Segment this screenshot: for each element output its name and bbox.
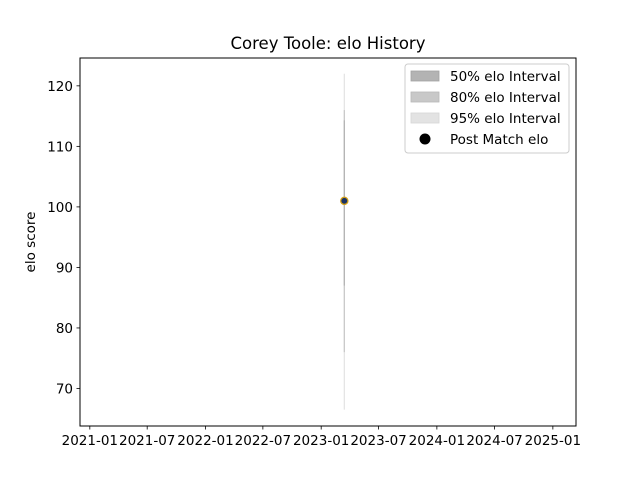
legend: 50% elo Interval 80% elo Interval 95% elo … — [404, 63, 570, 154]
x-axis: 2021-01 2021-07 2022-01 2022-07 2023-01 2023-… — [62, 426, 581, 449]
x-tick-label: 2024-01 — [409, 433, 465, 449]
y-tick-label: 70 — [56, 381, 73, 397]
x-tick-label: 2022-07 — [235, 433, 291, 449]
legend-swatch — [410, 91, 440, 103]
legend-label: 80% elo Interval — [450, 90, 561, 106]
x-tick-label: 2022-01 — [177, 433, 233, 449]
legend-marker — [419, 133, 431, 145]
interval-bands — [343, 73, 345, 410]
legend-label: 95% elo Interval — [450, 111, 561, 127]
y-tick-label: 110 — [47, 139, 73, 155]
x-tick-label: 2025-01 — [525, 433, 581, 449]
y-tick-label: 120 — [47, 79, 73, 95]
x-tick-label: 2023-01 — [293, 433, 349, 449]
x-tick-label: 2024-07 — [466, 433, 522, 449]
post-match-elo-point — [340, 196, 349, 206]
y-tick-label: 90 — [56, 260, 73, 276]
legend-swatch — [410, 112, 440, 124]
data-points — [340, 196, 349, 206]
legend-frame — [404, 63, 570, 154]
legend-label: 50% elo Interval — [450, 69, 561, 85]
x-tick-label: 2021-01 — [62, 433, 118, 449]
y-tick-label: 80 — [56, 321, 73, 337]
chart-title: Corey Toole: elo History — [231, 34, 426, 53]
legend-swatch — [410, 70, 440, 82]
legend-label: Post Match elo — [450, 132, 548, 148]
x-tick-label: 2021-07 — [119, 433, 175, 449]
y-axis-label: elo score — [23, 212, 39, 273]
plot-area-frame — [79, 57, 577, 427]
x-tick-label: 2023-07 — [350, 433, 406, 449]
y-axis: 70 80 90 100 110 120 — [47, 79, 80, 397]
y-tick-label: 100 — [47, 200, 73, 216]
